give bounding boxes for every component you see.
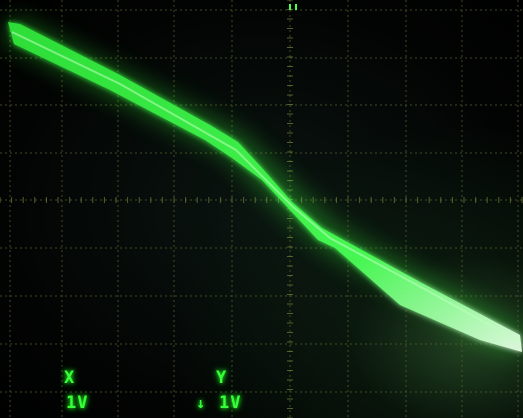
xy-trace — [8, 22, 522, 352]
x-channel-label: X — [64, 368, 76, 388]
top-marker — [289, 4, 297, 10]
x-channel-scale: 1V — [66, 393, 89, 413]
y-channel-arrow: ↓ — [196, 394, 207, 412]
y-channel-scale: 1V — [219, 393, 242, 413]
trace-core — [11, 31, 521, 343]
y-channel-label: Y — [216, 368, 228, 388]
